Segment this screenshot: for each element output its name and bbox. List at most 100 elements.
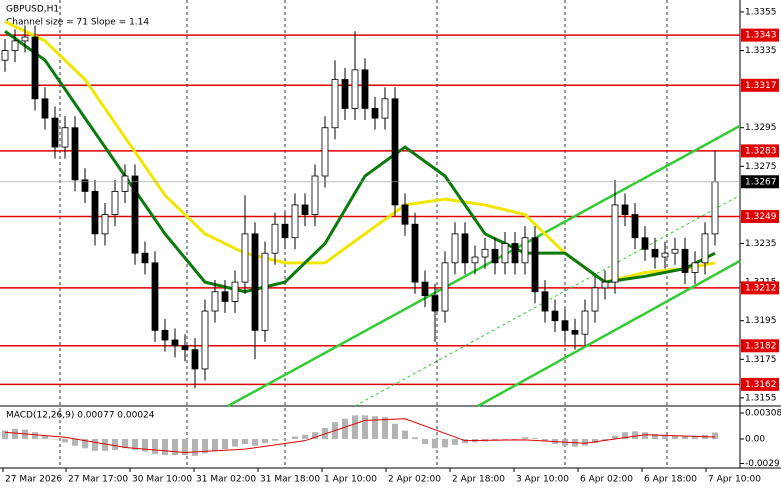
x-tick-label: 3 Apr 10:00 <box>516 475 569 485</box>
macd-bar <box>522 437 528 439</box>
macd-bar <box>612 435 618 439</box>
macd-bar <box>112 438 118 450</box>
candle-body <box>601 281 609 289</box>
macd-bar <box>292 436 298 439</box>
macd-bar <box>422 438 428 445</box>
y-tick-label: 1.3355 <box>745 7 777 17</box>
candle-body <box>351 69 359 109</box>
candle-body <box>661 252 669 258</box>
level-label: 1.3343 <box>745 31 777 41</box>
macd-bar <box>52 438 58 440</box>
macd-bar <box>682 436 688 439</box>
candle-body <box>201 310 209 370</box>
candle-body <box>541 291 549 312</box>
level-label: 1.3283 <box>745 146 777 156</box>
macd-bar <box>132 438 138 450</box>
macd-bar <box>362 415 368 439</box>
macd-bar <box>232 438 238 447</box>
macd-bar <box>222 438 228 450</box>
y-tick-label: 1.3155 <box>745 393 777 403</box>
candle-body <box>651 248 659 258</box>
macd-bar <box>192 438 198 456</box>
macd-bar <box>692 436 698 439</box>
candle-body <box>571 329 579 335</box>
candle-body <box>151 262 159 331</box>
macd-bar <box>272 438 278 441</box>
level-label: 1.3212 <box>745 283 777 293</box>
candle-body <box>361 69 369 109</box>
x-tick-label: 6 Apr 02:00 <box>580 475 633 485</box>
candle-body <box>51 117 59 148</box>
candle-body <box>231 281 239 302</box>
macd-bar <box>32 432 38 439</box>
candle-body <box>691 262 699 273</box>
macd-bar <box>412 437 418 439</box>
macd-bar <box>432 438 438 449</box>
candle-body <box>591 287 599 312</box>
candle-body <box>271 223 279 254</box>
level-label: 1.3182 <box>745 341 777 351</box>
candle-body <box>701 233 709 264</box>
candle-body <box>41 98 49 119</box>
macd-bar <box>142 438 148 452</box>
candle-body <box>191 349 199 370</box>
current-price-label: 1.3267 <box>745 177 777 187</box>
macd-bar <box>242 438 248 445</box>
candle-body <box>171 339 179 347</box>
candle-body <box>391 98 399 206</box>
macd-bar <box>442 438 448 448</box>
candle-body <box>491 248 499 264</box>
candle-body <box>311 175 319 215</box>
candle-body <box>241 233 249 283</box>
candle-body <box>431 295 439 312</box>
candle-body <box>681 248 689 273</box>
y-tick-label: 1.3275 <box>745 162 777 172</box>
candle-body <box>511 243 519 264</box>
level-label-box <box>741 281 779 295</box>
candle-body <box>111 191 119 215</box>
candle-body <box>101 214 109 235</box>
macd-title: MACD(12,26,9) 0.00077 0.00024 <box>6 411 155 421</box>
y-tick-label: 0.00308 <box>745 408 781 418</box>
macd-bar <box>512 438 518 440</box>
macd-bar <box>252 438 258 446</box>
macd-bar <box>532 438 538 439</box>
y-tick-label: -0.00291 <box>745 459 781 469</box>
candle-body <box>21 36 29 42</box>
macd-bar <box>2 430 8 439</box>
candle-body <box>91 191 99 235</box>
x-tick-label: 2 Apr 18:00 <box>452 475 505 485</box>
candle-body <box>521 237 529 264</box>
candle-body <box>631 214 639 239</box>
macd-bar <box>152 438 158 455</box>
macd-bar <box>382 417 388 439</box>
candle-body <box>81 179 89 192</box>
candle-body <box>381 98 389 119</box>
channel-line <box>227 124 741 408</box>
macd-bar <box>402 430 408 439</box>
macd-bar <box>42 435 48 439</box>
candle-body <box>371 108 379 119</box>
candle-body <box>611 204 619 283</box>
x-tick-label: 31 Mar 02:00 <box>196 475 256 485</box>
candle-body <box>181 345 189 351</box>
macd-bar <box>642 432 648 439</box>
macd-bar <box>282 438 288 440</box>
macd-bar <box>312 432 318 439</box>
candle-body <box>501 243 509 264</box>
candle-body <box>161 329 169 341</box>
candle-body <box>451 233 459 264</box>
macd-bar <box>592 438 598 444</box>
level-label-box <box>741 78 779 92</box>
candle-body <box>471 256 479 264</box>
x-tick-label: 31 Mar 18:00 <box>260 475 320 485</box>
macd-bar <box>652 433 658 439</box>
candle-body <box>401 204 409 225</box>
macd-bar <box>672 435 678 439</box>
y-tick-label: 1.3335 <box>745 46 777 56</box>
candle-body <box>301 204 309 215</box>
chart-title: GBPUSD,H1 <box>6 5 59 15</box>
macd-bar <box>542 438 548 442</box>
macd-bar <box>622 432 628 439</box>
candle-body <box>141 252 149 264</box>
